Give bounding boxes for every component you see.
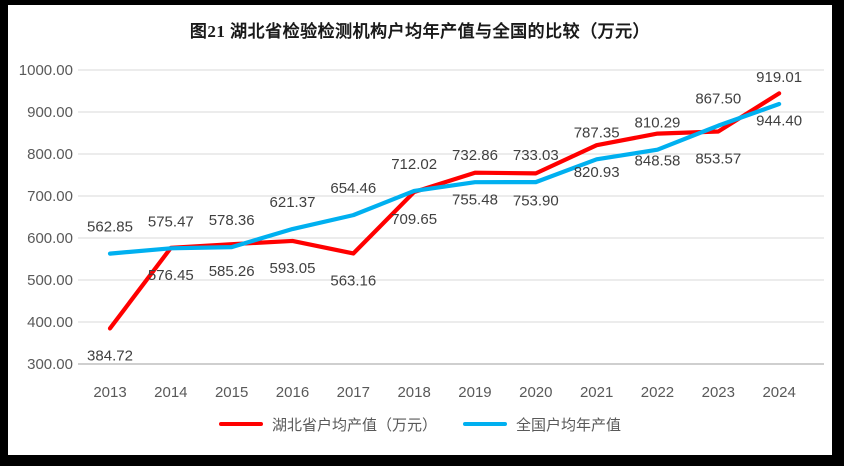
- x-tick-label: 2019: [458, 384, 491, 401]
- y-tick-label: 400.00: [27, 314, 73, 331]
- y-tick-label: 700.00: [27, 188, 73, 205]
- data-label: 593.05: [270, 260, 316, 277]
- legend-item-national: 全国户均年产值: [463, 414, 621, 435]
- series-line: [107, 101, 782, 256]
- data-label: 562.85: [87, 219, 133, 236]
- data-label: 563.16: [330, 272, 376, 289]
- data-label: 585.26: [209, 263, 255, 280]
- legend-swatch-hubei: [218, 422, 263, 426]
- data-label: 712.02: [391, 156, 437, 173]
- x-tick-label: 2016: [276, 384, 309, 401]
- x-tick-label: 2014: [154, 384, 187, 401]
- data-label: 810.29: [635, 115, 681, 132]
- legend-swatch-national: [463, 422, 507, 426]
- data-label: 944.40: [756, 112, 802, 129]
- data-label: 732.86: [452, 147, 498, 164]
- data-label: 709.65: [391, 211, 437, 228]
- x-tick-label: 2020: [519, 384, 552, 401]
- series-line: [107, 91, 782, 331]
- x-tick-label: 2023: [702, 384, 735, 401]
- x-tick-label: 2018: [397, 384, 430, 401]
- x-tick-label: 2022: [641, 384, 674, 401]
- data-label: 576.45: [148, 267, 194, 284]
- data-label: 621.37: [270, 194, 316, 211]
- data-label: 733.03: [513, 147, 559, 164]
- chart-plot-area: 300.00 400.00 500.00 600.00 700.00 800.00 900.…: [19, 62, 824, 401]
- data-label: 755.48: [452, 192, 498, 209]
- chart-title: 图21 湖北省检验检测机构户均年产值与全国的比较（万元）: [189, 22, 651, 41]
- data-label: 753.90: [513, 192, 559, 209]
- y-tick-label: 900.00: [27, 104, 73, 121]
- data-label: 384.72: [87, 347, 133, 364]
- chart-legend: 湖北省户均产值（万元） 全国户均年产值: [8, 411, 832, 437]
- y-tick-label: 500.00: [27, 272, 73, 289]
- data-label: 919.01: [756, 69, 802, 86]
- legend-label-national: 全国户均年产值: [516, 416, 622, 434]
- x-tick-label: 2015: [215, 384, 248, 401]
- x-tick-label: 2017: [337, 384, 370, 401]
- x-tick-label: 2013: [93, 384, 126, 401]
- x-tick-label: 2021: [580, 384, 613, 401]
- data-label: 575.47: [148, 213, 194, 230]
- data-label: 654.46: [330, 180, 376, 197]
- legend-label-hubei: 湖北省户均产值（万元）: [271, 416, 437, 434]
- chart-canvas: 图21 湖北省检验检测机构户均年产值与全国的比较（万元） 300.00 400.0…: [8, 5, 832, 455]
- data-label: 578.36: [209, 212, 255, 229]
- data-label: 820.93: [574, 164, 620, 181]
- y-tick-label: 800.00: [27, 146, 73, 163]
- legend-item-hubei: 湖北省户均产值（万元）: [218, 414, 437, 435]
- x-tick-label: 2024: [762, 384, 795, 401]
- data-label: 867.50: [695, 91, 741, 108]
- data-label: 848.58: [635, 153, 681, 170]
- y-tick-label: 1000.00: [19, 62, 73, 79]
- y-tick-label: 300.00: [27, 356, 73, 373]
- data-label: 853.57: [695, 151, 741, 168]
- y-tick-label: 600.00: [27, 230, 73, 247]
- data-label: 787.35: [574, 124, 620, 141]
